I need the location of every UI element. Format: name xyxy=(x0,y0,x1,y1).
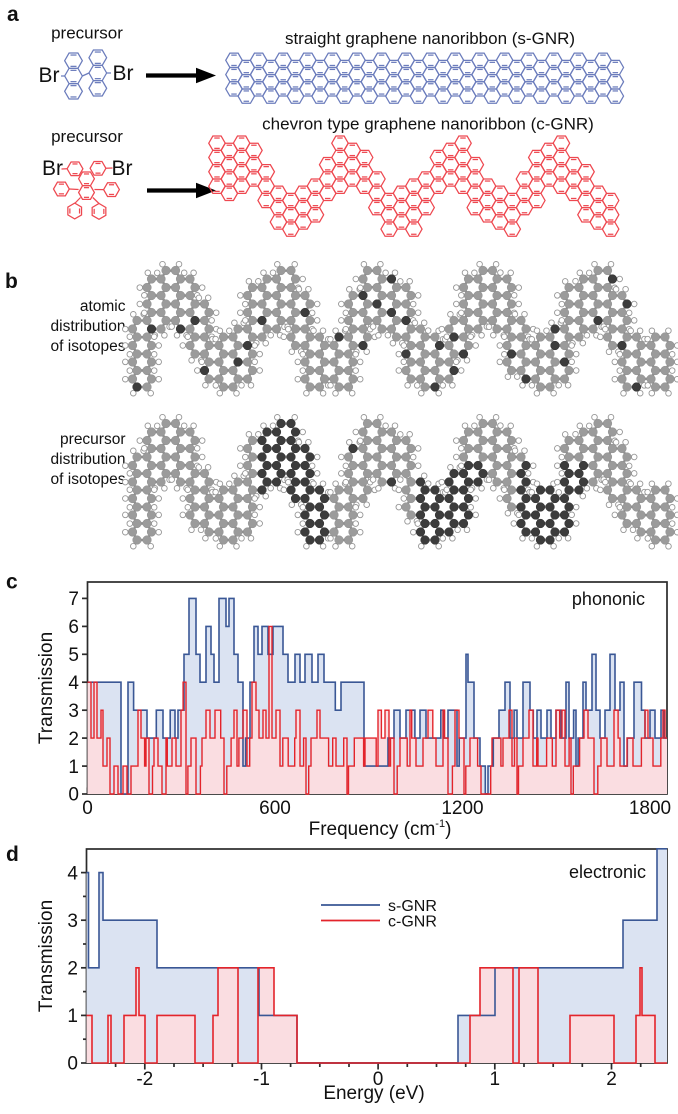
svg-text:7: 7 xyxy=(68,589,79,610)
svg-text:c-GNR: c-GNR xyxy=(388,914,437,931)
svg-text:1200: 1200 xyxy=(441,798,483,819)
svg-text:3: 3 xyxy=(67,911,78,932)
svg-text:6: 6 xyxy=(68,617,79,638)
svg-text:600: 600 xyxy=(259,798,291,819)
svg-text:d: d xyxy=(6,843,19,866)
svg-text:Br: Br xyxy=(39,64,60,87)
svg-text:straight graphene nanoribbon (: straight graphene nanoribbon (s-GNR) xyxy=(285,29,575,48)
svg-text:Energy (eV): Energy (eV) xyxy=(323,1083,424,1104)
svg-text:2: 2 xyxy=(606,1069,617,1090)
svg-text:Br: Br xyxy=(112,157,133,180)
svg-text:2: 2 xyxy=(67,959,78,980)
svg-text:0: 0 xyxy=(82,798,93,819)
svg-text:-1: -1 xyxy=(253,1069,270,1090)
svg-text:1: 1 xyxy=(67,1006,78,1027)
svg-text:0: 0 xyxy=(67,1054,78,1075)
svg-text:phononic: phononic xyxy=(572,589,645,609)
svg-text:Br: Br xyxy=(42,157,63,180)
svg-text:of isotopes: of isotopes xyxy=(51,338,126,355)
svg-text:2: 2 xyxy=(68,729,79,750)
svg-text:of isotopes: of isotopes xyxy=(51,471,126,488)
svg-text:Frequency (cm-1): Frequency (cm-1) xyxy=(309,818,452,840)
svg-text:s-GNR: s-GNR xyxy=(388,898,437,915)
svg-text:atomic: atomic xyxy=(80,298,126,315)
svg-text:1: 1 xyxy=(68,757,79,778)
svg-text:0: 0 xyxy=(68,785,79,806)
svg-text:0: 0 xyxy=(373,1069,384,1090)
svg-text:precursor: precursor xyxy=(60,431,125,448)
svg-text:-2: -2 xyxy=(136,1069,153,1090)
svg-text:chevron type graphene nanoribb: chevron type graphene nanoribbon (c-GNR) xyxy=(262,115,594,134)
svg-text:distribution: distribution xyxy=(51,451,126,468)
svg-text:4: 4 xyxy=(68,673,79,694)
svg-text:Transmission: Transmission xyxy=(36,632,57,744)
svg-text:precursor: precursor xyxy=(51,127,123,146)
svg-text:1800: 1800 xyxy=(629,798,671,819)
svg-text:3: 3 xyxy=(68,701,79,722)
svg-text:c: c xyxy=(6,571,18,594)
svg-text:Br: Br xyxy=(113,62,134,85)
svg-text:1: 1 xyxy=(490,1069,501,1090)
svg-text:5: 5 xyxy=(68,645,79,666)
svg-text:a: a xyxy=(7,3,19,26)
svg-text:distribution: distribution xyxy=(51,318,126,335)
svg-text:b: b xyxy=(5,270,18,293)
svg-text:Transmission: Transmission xyxy=(36,900,57,1012)
svg-text:4: 4 xyxy=(67,863,78,884)
svg-text:precursor: precursor xyxy=(51,24,123,43)
svg-text:electronic: electronic xyxy=(569,862,646,882)
